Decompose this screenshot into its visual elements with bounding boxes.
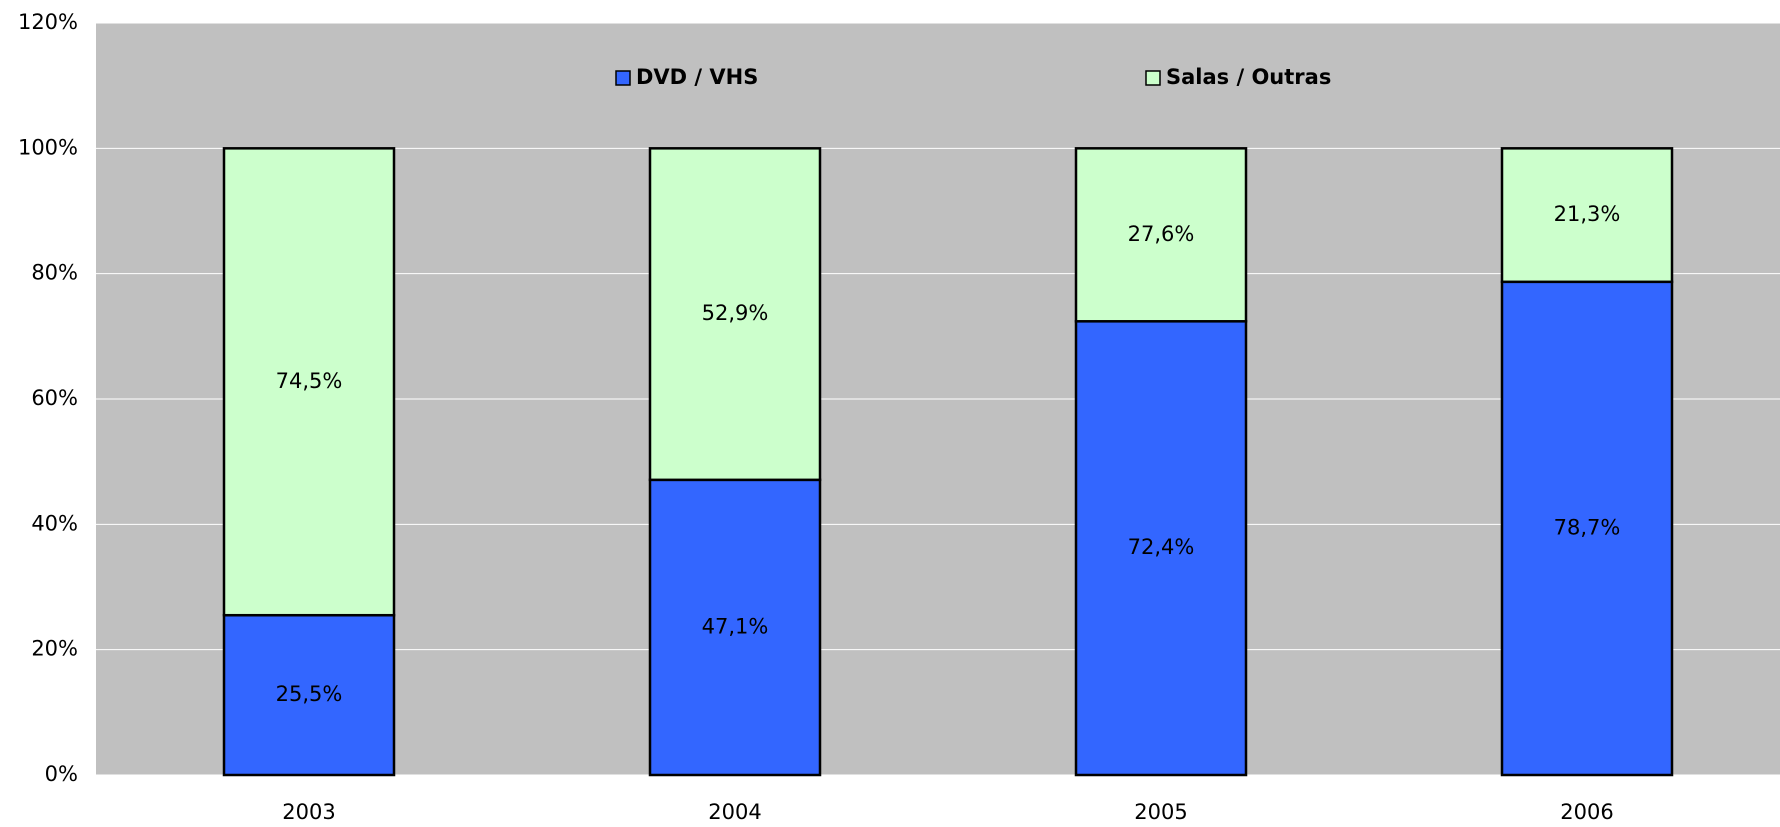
x-tick-label: 2003 <box>282 800 335 824</box>
bar-segment <box>1500 280 1674 777</box>
data-label: 21,3% <box>1554 202 1621 226</box>
data-label: 27,6% <box>1128 222 1195 246</box>
y-tick-label: 20% <box>31 637 78 661</box>
y-tick-label: 40% <box>31 511 78 535</box>
bar-segment <box>648 478 822 777</box>
legend-text: Salas / Outras <box>1166 65 1331 89</box>
bar-segment <box>648 147 822 482</box>
data-label: 52,9% <box>702 301 769 325</box>
x-tick-label: 2005 <box>1134 800 1187 824</box>
data-label: 25,5% <box>276 682 343 706</box>
data-label: 72,4% <box>1128 535 1195 559</box>
y-tick-label: 100% <box>18 135 78 159</box>
bar-segment <box>1074 320 1248 777</box>
bar-segment <box>222 147 396 617</box>
data-label: 74,5% <box>276 369 343 393</box>
y-tick-label: 120% <box>18 10 78 34</box>
legend-swatch <box>1145 70 1161 86</box>
data-label: 47,1% <box>702 614 769 638</box>
bar-segment <box>1074 147 1248 323</box>
y-tick-label: 0% <box>45 762 78 786</box>
bar-segment <box>1500 147 1674 284</box>
x-tick-label: 2006 <box>1560 800 1613 824</box>
legend-swatch <box>615 70 631 86</box>
y-tick-label: 80% <box>31 261 78 285</box>
data-label: 78,7% <box>1554 515 1621 539</box>
x-tick-label: 2004 <box>708 800 761 824</box>
legend-text: DVD / VHS <box>636 65 758 89</box>
y-tick-label: 60% <box>31 386 78 410</box>
